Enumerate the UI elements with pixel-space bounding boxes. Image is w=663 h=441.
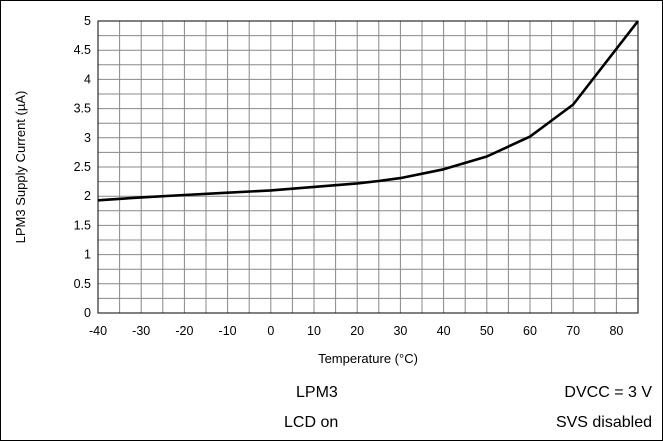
x-tick-label: 0: [267, 324, 274, 338]
y-tick-label: 2.5: [74, 160, 91, 174]
x-tick-label: -20: [175, 324, 193, 338]
x-tick-label: 50: [480, 324, 494, 338]
svs-annotation: SVS disabled: [555, 414, 652, 431]
y-tick-label: 1.5: [74, 218, 91, 232]
x-tick-label: -30: [132, 324, 150, 338]
x-tick-label: 10: [307, 324, 321, 338]
y-tick-labels: 0 0.5 1 1.5 2 2.5 3 3.5 4 4.5 5: [74, 14, 91, 320]
y-tick-label: 3.5: [74, 102, 91, 116]
y-tick-label: 0.5: [74, 277, 91, 291]
x-tick-label: 30: [393, 324, 407, 338]
y-tick-label: 3: [84, 131, 91, 145]
y-tick-label: 4: [84, 72, 91, 86]
grid: [97, 20, 639, 314]
y-tick-label: 1: [84, 248, 91, 262]
x-tick-label: -40: [89, 324, 107, 338]
mode-annotation: LPM3: [296, 384, 338, 401]
series-line: [97, 20, 640, 202]
x-tick-label: 40: [437, 324, 451, 338]
series: [97, 20, 640, 202]
x-tick-label: 20: [350, 324, 364, 338]
x-tick-label: 60: [523, 324, 537, 338]
x-tick-label: 80: [609, 324, 623, 338]
x-tick-labels: -40 -30 -20 -10 0 10 20 30 40 50 60 70 80: [89, 324, 623, 338]
y-tick-label: 4.5: [74, 43, 91, 57]
x-tick-label: -10: [219, 324, 237, 338]
plot-frame: [97, 20, 639, 314]
x-axis-title: Temperature (°C): [318, 351, 418, 366]
y-tick-label: 5: [84, 14, 91, 28]
y-tick-label: 0: [84, 306, 91, 320]
x-tick-label: 70: [566, 324, 580, 338]
dvcc-annotation: DVCC = 3 V: [564, 384, 652, 401]
lcd-annotation: LCD on: [284, 414, 339, 431]
y-tick-label: 2: [84, 189, 91, 203]
y-axis-title: LPM3 Supply Current (µA): [13, 91, 28, 244]
